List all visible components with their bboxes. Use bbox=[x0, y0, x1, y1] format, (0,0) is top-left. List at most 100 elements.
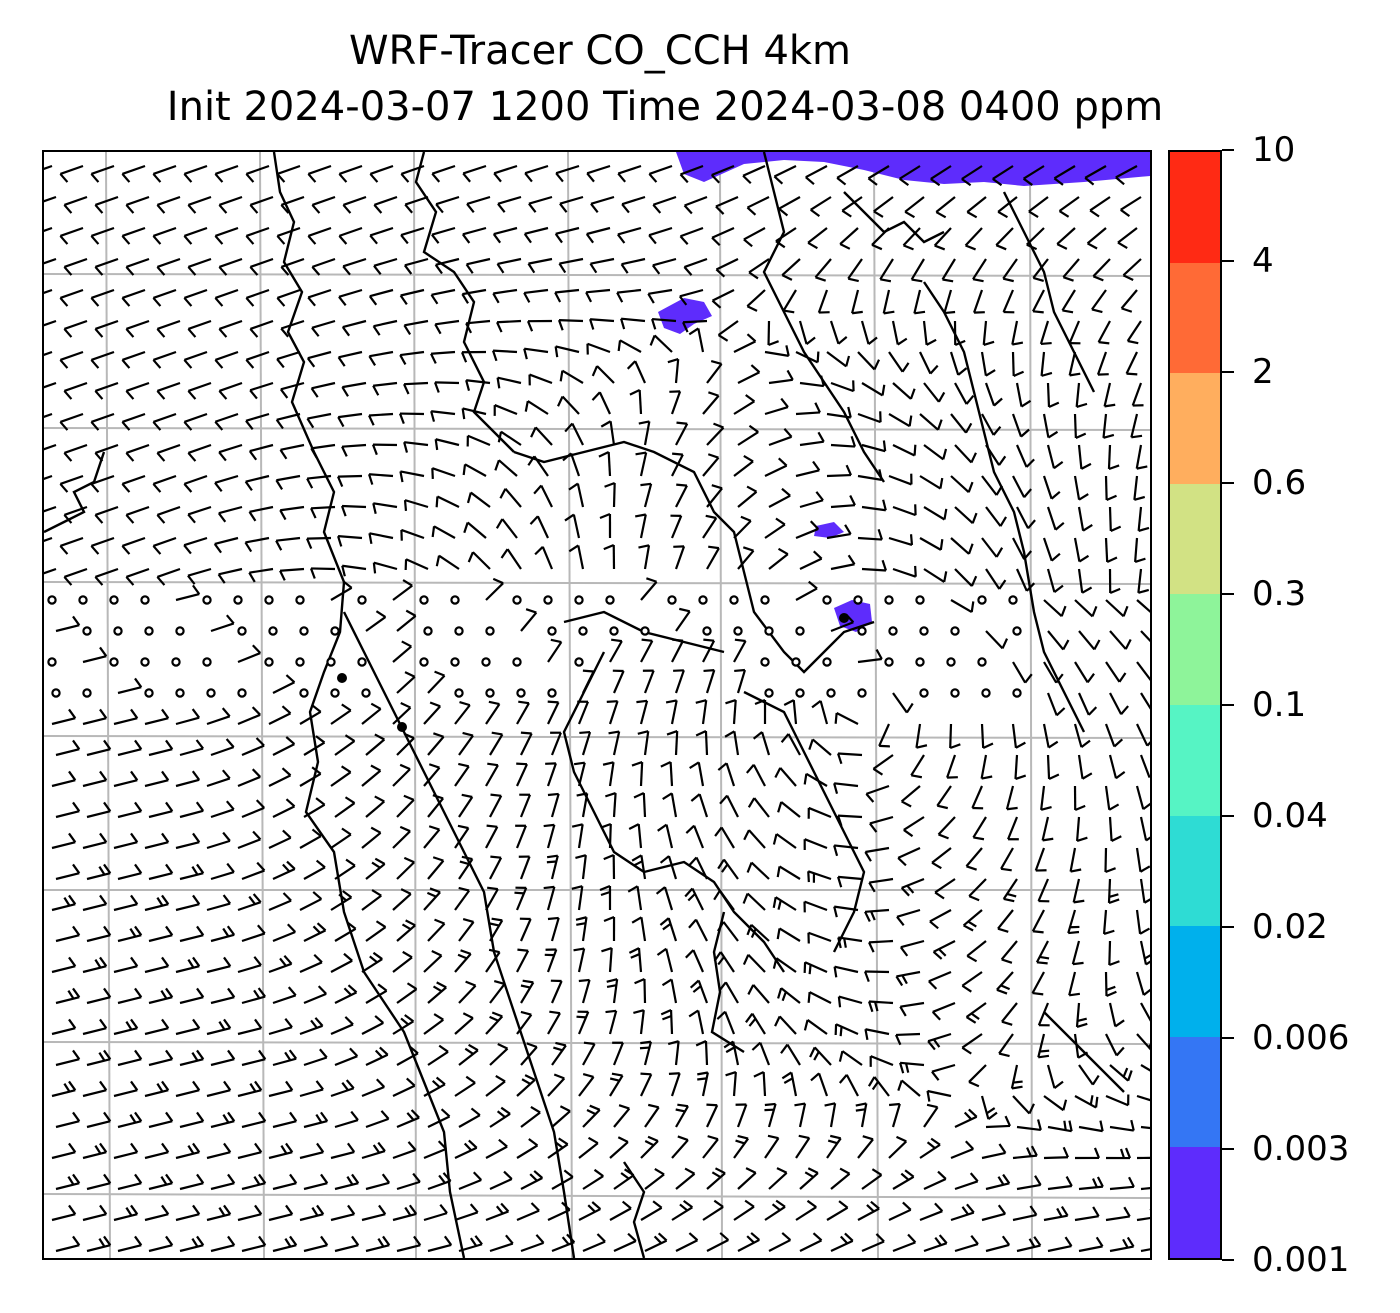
calm-wind-circle bbox=[543, 595, 553, 605]
wind-barb-feather bbox=[500, 1106, 511, 1115]
wind-barb-staff bbox=[702, 456, 720, 477]
wind-barb-staff bbox=[928, 970, 952, 983]
wind-barb-feather bbox=[467, 551, 474, 563]
wind-barb-staff bbox=[830, 1172, 851, 1190]
wind-barb-staff bbox=[330, 896, 352, 911]
wind-barb-staff bbox=[612, 482, 616, 508]
wind-barb-staff bbox=[268, 774, 292, 787]
wind-barb-feather bbox=[1081, 772, 1093, 780]
wind-barb-feather bbox=[1077, 1017, 1087, 1023]
map-panel[interactable] bbox=[42, 150, 1152, 1260]
wind-barb-staff bbox=[82, 1027, 107, 1036]
wind-barb-feather bbox=[781, 1071, 792, 1080]
wind-barb-feather bbox=[780, 1043, 789, 1054]
wind-barb-feather bbox=[1081, 586, 1093, 594]
wind-barb-feather bbox=[378, 1204, 387, 1215]
wind-barb-staff bbox=[663, 886, 674, 911]
wind-barb-feather bbox=[276, 235, 286, 245]
wind-barb-feather bbox=[125, 1021, 133, 1031]
wind-barb-feather bbox=[618, 1104, 630, 1110]
wind-barb-feather bbox=[644, 1140, 655, 1147]
wind-barb-staff bbox=[747, 953, 766, 973]
wind-barb-feather bbox=[72, 987, 81, 998]
wind-barb-feather bbox=[192, 832, 201, 843]
wind-barb-staff bbox=[51, 1027, 76, 1036]
wind-barb-feather bbox=[780, 733, 790, 743]
wind-barb-feather bbox=[487, 762, 499, 767]
calm-wind-circle bbox=[888, 626, 898, 636]
wind-barb-feather bbox=[1076, 402, 1088, 408]
wind-barb-feather bbox=[192, 1080, 201, 1091]
wind-barb-staff bbox=[245, 226, 270, 237]
wind-barb-feather bbox=[1023, 488, 1032, 498]
wind-barb-feather bbox=[718, 981, 727, 992]
wind-barb-staff bbox=[365, 926, 387, 942]
wind-barb-feather bbox=[462, 731, 474, 737]
wind-barb-staff bbox=[82, 717, 107, 726]
wind-barb-feather bbox=[103, 1235, 112, 1246]
wind-barb-staff bbox=[280, 443, 305, 451]
wind-barb-feather bbox=[503, 1170, 513, 1180]
wind-barb-feather bbox=[807, 241, 818, 250]
wind-barb-feather bbox=[337, 416, 345, 428]
wind-barb-staff bbox=[117, 996, 142, 1005]
wind-barb-staff bbox=[1037, 1033, 1046, 1058]
wind-barb-feather bbox=[591, 365, 599, 377]
wind-barb-feather bbox=[764, 1102, 776, 1107]
wind-barb-staff bbox=[1109, 1125, 1134, 1132]
wind-barb-staff bbox=[561, 395, 580, 415]
wind-barb-staff bbox=[438, 554, 460, 570]
wind-barb-feather bbox=[1091, 308, 1103, 314]
wind-barb-feather bbox=[543, 823, 555, 828]
wind-barb-staff bbox=[725, 762, 736, 787]
wind-barb-staff bbox=[670, 515, 683, 539]
wind-barb-feather bbox=[59, 297, 69, 307]
wind-barb-feather bbox=[192, 584, 201, 595]
wind-barb-staff bbox=[533, 455, 549, 477]
wind-barb-feather bbox=[638, 420, 650, 425]
wind-barb-staff bbox=[1108, 816, 1113, 842]
wind-barb-feather bbox=[125, 204, 135, 214]
wind-barb-feather bbox=[285, 736, 296, 745]
wind-barb-staff bbox=[1136, 661, 1150, 682]
wind-barb-feather bbox=[833, 906, 838, 918]
wind-barb-feather bbox=[987, 1111, 998, 1121]
wind-barb-feather bbox=[873, 210, 884, 218]
wind-barb-staff bbox=[923, 568, 945, 583]
wind-barb-feather bbox=[901, 974, 908, 985]
colorbar-tick bbox=[1222, 1148, 1234, 1150]
wind-barb-staff bbox=[63, 381, 88, 392]
wind-barb-staff bbox=[775, 957, 797, 973]
wind-barb-feather bbox=[217, 573, 226, 584]
wind-barb-staff bbox=[214, 164, 239, 175]
wind-barb-staff bbox=[768, 494, 791, 508]
wind-barb-staff bbox=[736, 1104, 748, 1128]
wind-barb-staff bbox=[652, 195, 677, 206]
wind-barb-feather bbox=[433, 382, 440, 393]
wind-barb-staff bbox=[94, 505, 119, 516]
wind-barb-staff bbox=[546, 949, 558, 973]
wind-barb-feather bbox=[59, 173, 69, 183]
wind-barb-feather bbox=[677, 1135, 689, 1142]
wind-barb-staff bbox=[125, 381, 150, 392]
wind-barb-staff bbox=[968, 1064, 987, 1083]
wind-barb-feather bbox=[245, 235, 255, 245]
wind-barb-staff bbox=[373, 195, 398, 206]
wind-barb-feather bbox=[1115, 770, 1126, 780]
wind-barb-staff bbox=[750, 861, 770, 880]
wind-barb-staff bbox=[589, 318, 615, 323]
wind-barb-feather bbox=[938, 833, 949, 840]
wind-barb-staff bbox=[396, 1180, 421, 1191]
wind-barb-staff bbox=[865, 1028, 890, 1036]
wind-barb-feather bbox=[1030, 1145, 1038, 1157]
wind-barb-staff bbox=[640, 855, 647, 880]
wind-barb-feather bbox=[474, 1235, 483, 1245]
wind-barb-feather bbox=[683, 204, 693, 215]
wind-barb-feather bbox=[1068, 1120, 1073, 1132]
wind-barb-staff bbox=[82, 903, 107, 912]
wind-barb-feather bbox=[1089, 1095, 1094, 1105]
wind-barb-staff bbox=[1068, 351, 1077, 376]
wind-barb-feather bbox=[67, 990, 75, 1000]
wind-barb-feather bbox=[963, 1111, 973, 1121]
wind-barb-staff bbox=[311, 257, 336, 268]
